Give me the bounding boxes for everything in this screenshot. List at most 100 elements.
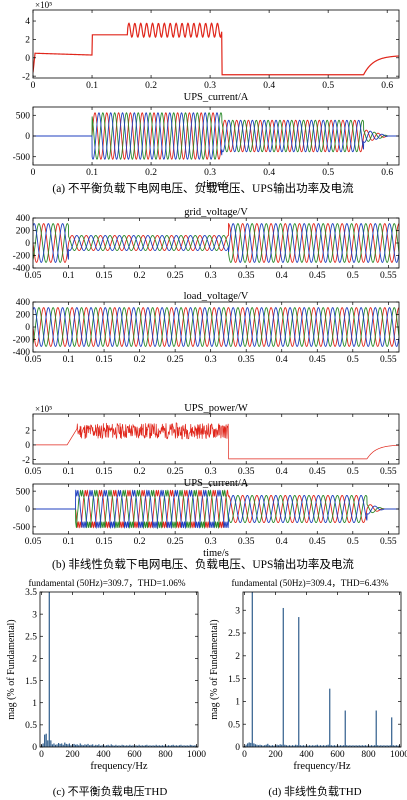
chart-b-grid: 0.05 0.1 0.15 0.2 0.25 0.3 0.35 0.4 0.45 0.5 0.55 -… (13, 207, 400, 281)
chart-title: fundamental (50Hz)=309.7，THD=1.06% (28, 578, 185, 588)
x-axis-label: UPS_current/A (184, 92, 249, 103)
caption-d: (d) 非线性负载THD (268, 784, 361, 798)
caption-c: (c) 不平衡负载电压THD (53, 784, 168, 798)
x-tick-label: 0 (31, 168, 36, 178)
bar-450hz (313, 745, 315, 747)
x-tick-label: 0.5 (347, 467, 359, 477)
x-axis-label: frequency/Hz (90, 761, 147, 772)
series-line-phase-1 (33, 489, 399, 529)
bar-90hz (257, 745, 260, 747)
x-tick-label: 0.1 (63, 271, 75, 281)
bar-40hz (47, 740, 49, 747)
x-tick-label: 0.55 (380, 355, 397, 365)
bar-300hz (290, 745, 292, 747)
x-tick-label: 0.45 (309, 467, 326, 477)
bar-440hz (109, 745, 111, 747)
y-tick-label: -500 (13, 523, 31, 533)
y-tick-label: 3 (32, 610, 37, 620)
bar-770hz (160, 745, 162, 747)
bar-120hz (262, 745, 264, 747)
bar-460hz (315, 745, 317, 747)
bar-420hz (106, 745, 108, 747)
bar-140hz (62, 744, 64, 747)
y-axis-label: mag (% of Fundamental) (6, 619, 17, 719)
bar-210hz (73, 743, 75, 747)
series-line-phase-1 (33, 222, 399, 263)
series-line-phase-2 (33, 223, 399, 263)
bar-640hz (140, 745, 142, 747)
bar-220hz (75, 744, 77, 747)
y-tick-label: 1 (32, 699, 37, 709)
bar-940hz (389, 745, 391, 747)
plot-area-b-current (33, 489, 399, 530)
bar-900hz (180, 744, 182, 747)
x-tick-label: 0 (31, 81, 36, 91)
bar-390hz (101, 745, 103, 747)
chart-a-power: 0 0.1 0.2 0.3 0.4 0.5 0.6-2024×10⁵UPS_current/… (22, 0, 400, 103)
bar-190hz (273, 745, 275, 747)
bar-970hz (394, 745, 396, 747)
bar-930hz (388, 745, 390, 747)
bar-850hz (172, 744, 174, 747)
bar-690hz (147, 745, 150, 747)
series-line-phase-2 (33, 489, 399, 530)
bar-180hz (68, 743, 71, 747)
x-tick-label: 0 (242, 750, 247, 760)
y-tick-label: 3 (235, 606, 240, 616)
y-axis-label: mag (% of Fundamental) (209, 619, 220, 719)
y-tick-label: -200 (13, 252, 31, 262)
y-tick-label: 0 (25, 54, 30, 64)
bar-270hz (82, 745, 84, 747)
x-tick-label: 1000 (390, 750, 407, 760)
y-tick-label: 500 (16, 111, 31, 121)
x-tick-label: 0.15 (96, 271, 113, 281)
bar-490hz (319, 745, 322, 747)
bar-540hz (327, 744, 329, 747)
bar-500hz (321, 745, 323, 747)
bar-670hz (144, 745, 146, 747)
chart-d-thd: 0 200 400 600 800 1000 0 0.5 1 1.5 2 2.5 3 fundamenta… (209, 578, 407, 772)
bar-660hz (346, 745, 348, 747)
bar-750hz (360, 745, 362, 747)
x-tick-label: 0.5 (347, 355, 359, 365)
bar-810hz (369, 745, 371, 747)
bar-180hz (271, 745, 274, 747)
bar-810hz (166, 745, 168, 747)
bar-100hz (259, 744, 261, 747)
bar-120hz (59, 743, 61, 747)
x-tick-label: 0.55 (380, 467, 397, 477)
bar-370hz (98, 744, 100, 747)
bar-280hz (84, 744, 86, 747)
bar-520hz (121, 744, 123, 747)
bar-830hz (372, 745, 374, 747)
chart-b-power: 0.05 0.1 0.15 0.2 0.25 0.3 0.35 0.4 0.45 0.5 0.55 -… (22, 403, 400, 489)
bar-740hz (155, 744, 157, 747)
bar-140hz (265, 744, 267, 747)
series-line-phase-3 (33, 489, 399, 530)
caption-b: (b) 非线性负载下电网电压、负载电压、UPS输出功率及电流 (52, 557, 354, 571)
bar-990hz (194, 745, 196, 747)
bar-700hz (149, 745, 151, 747)
x-tick-label: 0.1 (86, 81, 98, 91)
bar-780hz (161, 745, 163, 747)
bar-170hz (67, 744, 69, 747)
y-tick-label: 0 (25, 505, 30, 515)
x-tick-label: 0.25 (167, 467, 184, 477)
bar-230hz (76, 744, 78, 747)
x-tick-label: 0.3 (204, 81, 216, 91)
x-tick-label: 0.45 (309, 537, 326, 547)
y-tick-label: 2 (25, 426, 30, 436)
y-tick-label: 500 (16, 487, 31, 497)
bar-530hz (123, 745, 125, 747)
bar-30hz (248, 742, 250, 747)
bar-890hz (381, 745, 384, 747)
bar-610hz (338, 745, 340, 747)
bar-410hz (104, 745, 106, 747)
bar-630hz (138, 744, 140, 747)
bar-80hz (53, 743, 55, 747)
bar-310hz (88, 745, 91, 747)
bar-320hz (293, 745, 295, 747)
y-tick-label: 200 (16, 311, 31, 321)
bar-250hz (79, 743, 81, 747)
bar-530hz (326, 745, 328, 747)
